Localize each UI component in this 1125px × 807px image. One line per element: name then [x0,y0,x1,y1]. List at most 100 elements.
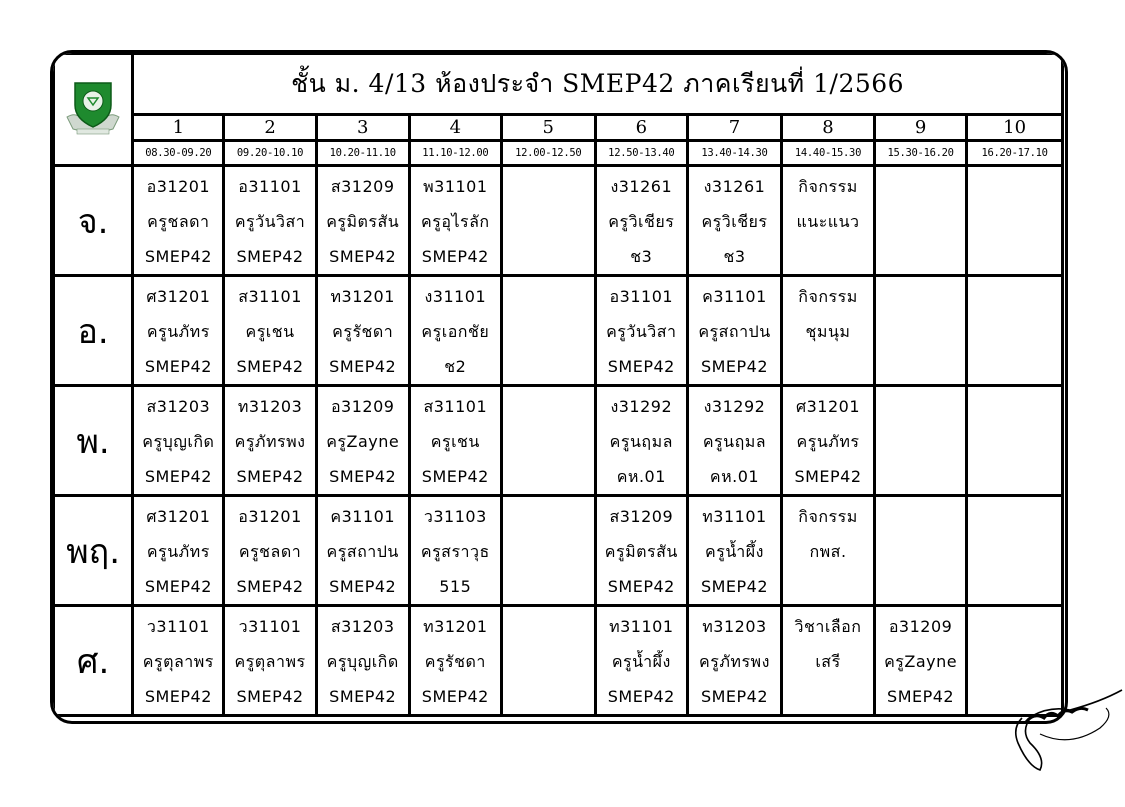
period-time: 15.30-16.20 [872,139,969,167]
subject-code: ส31209 [330,177,395,196]
day-label: อ. [53,274,135,387]
class-cell: ส31209 ครูมิตรสัน SMEP42 [314,164,411,277]
teacher-name: ชุมนุม [805,322,851,341]
subject-code: วิชาเลือก [794,617,862,636]
page-title: ชั้น ม. 4/13 ห้องประจำ SMEP42 ภาคเรียนที… [131,53,1064,116]
room: SMEP42 [236,467,304,486]
room: SMEP42 [329,577,397,596]
class-cell: ค31101 ครูสถาปน SMEP42 [685,274,784,387]
subject-code: ท31201 [423,617,488,636]
subject-code: ง31292 [703,397,766,416]
subject-code: ว31101 [146,617,210,636]
empty-cell [499,384,597,497]
class-cell: ส31203 ครูบุญเกิด SMEP42 [314,604,411,717]
subject-code: ส31209 [609,507,674,526]
teacher-name: ครูรัชดา [332,322,394,341]
subject-code: อ31201 [146,177,211,196]
period-time: 14.40-15.30 [780,139,876,167]
timetable: ชั้น ม. 4/13 ห้องประจำ SMEP42 ภาคเรียนที… [53,53,1064,717]
period-number: 2 [222,113,318,142]
teacher-name: กพส. [809,542,847,561]
class-cell: อ31209 ครูZayne SMEP42 [314,384,411,497]
subject-code: ว31103 [423,507,487,526]
subject-code: ท31203 [237,397,303,416]
room: SMEP42 [236,577,304,596]
subject-code: อ31101 [609,287,674,306]
class-cell: อ31209 ครูZayne SMEP42 [872,604,969,717]
class-cell: อ31101 ครูวันวิสา SMEP42 [593,274,689,387]
room: ช3 [723,247,746,266]
period-time: 08.30-09.20 [131,139,226,167]
period-time: 10.20-11.10 [314,139,411,167]
teacher-name: ครูตุลาพร [234,652,306,671]
teacher-name: ครูชลดา [238,542,302,561]
period-number: 4 [407,113,503,142]
period-number: 3 [314,113,411,142]
day-label: พ. [53,384,135,497]
teacher-name: ครูนภัทร [146,322,210,341]
class-cell: กิจกรรม ชุมนุม [780,274,876,387]
room: คห.01 [709,467,760,486]
teacher-name: ครูเอกชัย [421,322,490,341]
teacher-name: ครูมิตรสัน [604,542,678,561]
room: SMEP42 [607,577,675,596]
period-time: 09.20-10.10 [222,139,318,167]
signature [1014,689,1123,771]
class-cell: ว31101 ครูตุลาพร SMEP42 [222,604,318,717]
teacher-name: ครูZayne [884,652,958,671]
room: ช2 [444,357,467,376]
class-cell: อ31201 ครูชลดา SMEP42 [131,164,226,277]
subject-code: อ31201 [238,507,302,526]
class-cell: ท31101 ครูน้ำผึ้ง SMEP42 [685,494,784,607]
room: SMEP42 [887,687,955,706]
class-cell: ง31261 ครูวิเชียร ช3 [593,164,689,277]
class-cell: ส31101 ครูเชน SMEP42 [407,384,503,497]
room: SMEP42 [421,687,489,706]
room: SMEP42 [144,577,212,596]
empty-cell [965,494,1064,607]
class-cell: ว31103 ครูสราวุธ 515 [407,494,503,607]
day-row: พ. ส31203 ครูบุญเกิด SMEP42 ท31203 ครูภัทรพง S… [53,384,1064,497]
teacher-name: ครูตุลาพร [142,652,214,671]
teacher-name: ครูนภัทร [796,432,860,451]
subject-code: ส31203 [146,397,211,416]
room: SMEP42 [421,247,489,266]
subject-code: ง31261 [610,177,673,196]
period-time: 12.00-12.50 [499,139,597,167]
day-label: จ. [53,164,135,277]
day-label: พฤ. [53,494,135,607]
day-row: จ. อ31201 ครูชลดา SMEP42 อ31101 ครูวันวิสา SME… [53,164,1064,277]
class-cell: อ31201 ครูชลดา SMEP42 [222,494,318,607]
teacher-name: ครูน้ำผึ้ง [611,652,671,671]
teacher-name: ครูชลดา [147,212,210,231]
class-cell: ส31203 ครูบุญเกิด SMEP42 [131,384,226,497]
room: SMEP42 [607,687,675,706]
class-cell: ง31101 ครูเอกชัย ช2 [407,274,503,387]
empty-cell [965,384,1064,497]
class-cell: ง31292 ครูนฤมล คห.01 [685,384,784,497]
period-number: 7 [685,113,784,142]
period-number: 5 [499,113,597,142]
class-cell: ท31203 ครูภัทรพง SMEP42 [685,604,784,717]
period-time: 16.20-17.10 [965,139,1064,167]
class-cell: ง31292 ครูนฤมล คห.01 [593,384,689,497]
teacher-name: ครูรัชดา [424,652,486,671]
class-cell: ศ31201 ครูนภัทร SMEP42 [131,494,226,607]
period-number: 6 [593,113,689,142]
empty-cell [872,164,969,277]
empty-cell [965,164,1064,277]
class-cell: วิชาเลือก เสรี [780,604,876,717]
room: SMEP42 [329,357,397,376]
empty-cell [965,274,1064,387]
class-cell: พ31101 ครูอุไรลัก SMEP42 [407,164,503,277]
teacher-name: ครูน้ำผึ้ง [705,542,764,561]
school-logo [53,53,135,167]
class-cell: อ31101 ครูวันวิสา SMEP42 [222,164,318,277]
room: SMEP42 [421,467,489,486]
day-row: อ. ศ31201 ครูนภัทร SMEP42 ส31101 ครูเชน SMEP42… [53,274,1064,387]
room: SMEP42 [236,247,304,266]
teacher-name: ครูสราวุธ [420,542,490,561]
empty-cell [499,274,597,387]
subject-code: ศ31201 [795,397,861,416]
subject-code: ส31101 [238,287,302,306]
